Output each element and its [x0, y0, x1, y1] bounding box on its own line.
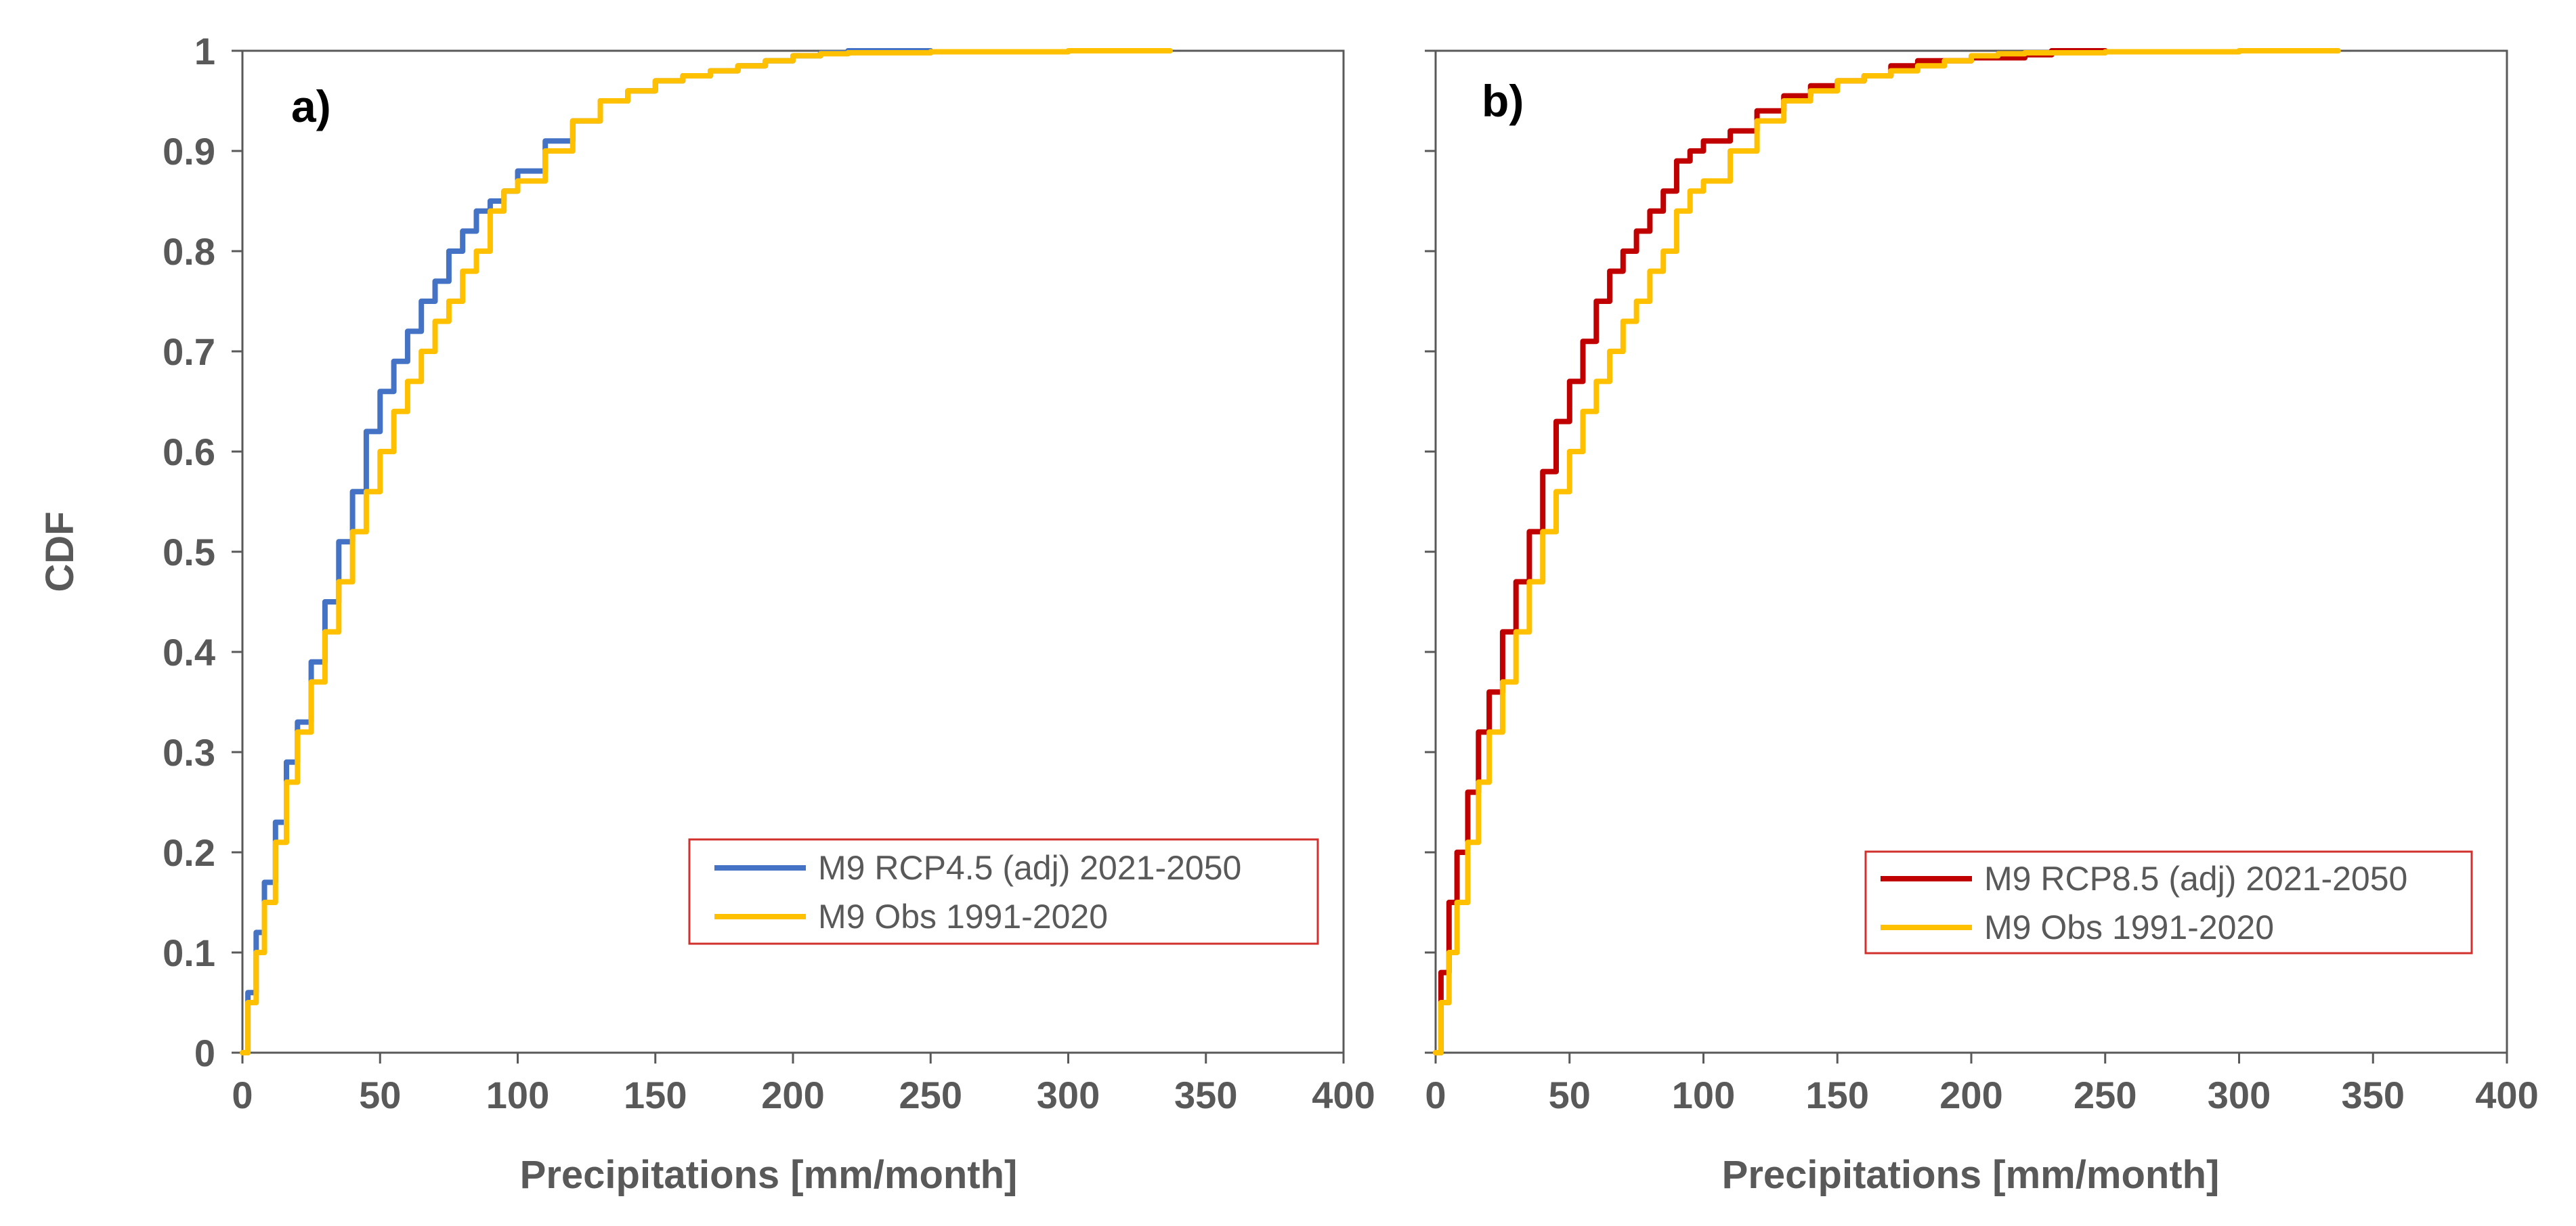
x-tick-label-b-7: 350: [2342, 1074, 2405, 1116]
x-tick-label-a-1: 50: [359, 1074, 401, 1116]
x-tick-label-a-6: 300: [1037, 1074, 1100, 1116]
x-tick-label-b-5: 250: [2074, 1074, 2137, 1116]
y-tick-label-a-0: 0: [194, 1032, 215, 1074]
legend-entry-b-0: M9 RCP8.5 (adj) 2021-2050: [1984, 860, 2407, 898]
legend-entry-a-1: M9 Obs 1991-2020: [818, 898, 1108, 936]
x-tick-label-b-1: 50: [1549, 1074, 1591, 1116]
x-tick-label-b-4: 200: [1939, 1074, 2002, 1116]
legend-a: M9 RCP4.5 (adj) 2021-2050 M9 Obs 1991-20…: [688, 838, 1319, 945]
y-tick-label-a-8: 0.8: [163, 230, 215, 273]
y-tick-label-a-2: 0.2: [163, 831, 215, 874]
panel-a: 0 50 100 150 200 250 300 350 400 0 0.1 0.2 0.3 0.4 0.5…: [38, 30, 1375, 1197]
x-tick-label-a-3: 150: [624, 1074, 687, 1116]
series-group-a: [240, 48, 1173, 1055]
y-tick-label-a-5: 0.5: [163, 531, 215, 573]
series-line-a-1: [240, 48, 1173, 1055]
panel-label-a: a): [291, 81, 331, 131]
x-tick-label-b-3: 150: [1806, 1074, 1869, 1116]
series-group-b: [1433, 48, 2341, 1055]
y-tick-label-a-4: 0.4: [163, 631, 215, 674]
x-tick-label-b-0: 0: [1425, 1074, 1446, 1116]
legend-box-a: [688, 838, 1319, 945]
x-axis-title-a: Precipitations [mm/month]: [520, 1153, 1018, 1197]
x-tick-label-a-2: 100: [486, 1074, 549, 1116]
x-tick-label-a-8: 400: [1312, 1074, 1375, 1116]
panel-b: 0 50 100 150 200 250 300 350 400 Precipitations …: [1425, 48, 2539, 1197]
legend-entry-b-1: M9 Obs 1991-2020: [1984, 908, 2274, 946]
x-axis-title-b: Precipitations [mm/month]: [1722, 1153, 2220, 1197]
x-tick-label-a-7: 350: [1174, 1074, 1237, 1116]
x-tick-label-a-0: 0: [232, 1074, 253, 1116]
x-tick-label-b-6: 300: [2208, 1074, 2271, 1116]
legend-box-b: [1864, 850, 2473, 955]
y-tick-label-a-3: 0.3: [163, 731, 215, 774]
x-tick-label-b-2: 100: [1672, 1074, 1735, 1116]
series-line-b-1: [1433, 48, 2341, 1055]
legend-b: M9 RCP8.5 (adj) 2021-2050 M9 Obs 1991-20…: [1864, 850, 2473, 955]
x-tick-label-a-5: 250: [899, 1074, 962, 1116]
y-axis-title-a: CDF: [38, 511, 82, 592]
axes-a: 0 50 100 150 200 250 300 350 400 0 0.1 0.2 0.3 0.4 0.5…: [163, 30, 1375, 1116]
panel-label-b: b): [1482, 76, 1524, 126]
x-tick-label-b-8: 400: [2475, 1074, 2538, 1116]
x-tick-label-a-4: 200: [761, 1074, 824, 1116]
axes-b: 0 50 100 150 200 250 300 350 400: [1425, 49, 2539, 1116]
y-tick-label-a-10: 1: [194, 30, 215, 72]
legend-entry-a-0: M9 RCP4.5 (adj) 2021-2050: [818, 849, 1241, 887]
y-tick-label-a-7: 0.7: [163, 330, 215, 373]
y-tick-label-a-9: 0.9: [163, 130, 215, 173]
y-tick-label-a-1: 0.1: [163, 932, 215, 974]
y-tick-label-a-6: 0.6: [163, 431, 215, 473]
